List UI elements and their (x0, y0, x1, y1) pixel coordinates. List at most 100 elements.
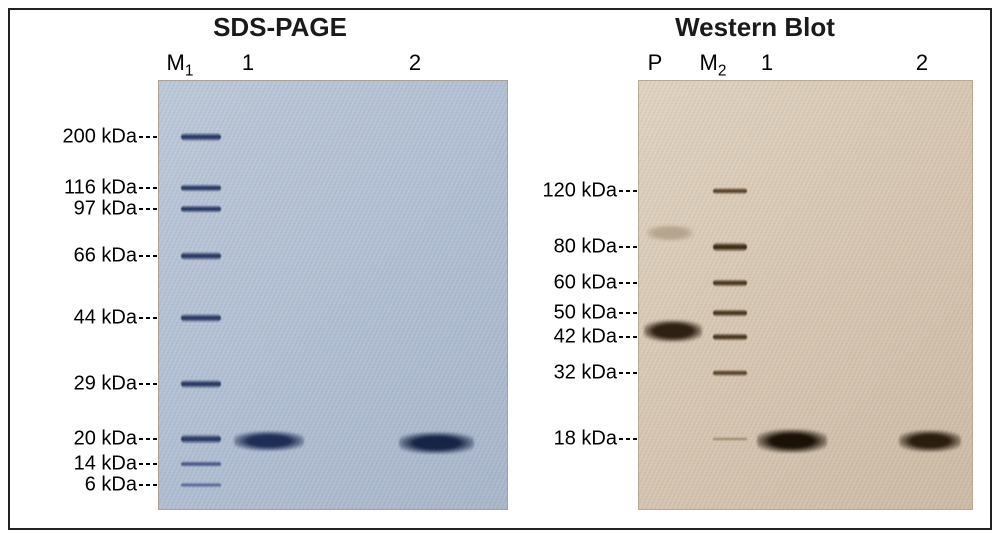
sds-mw-tick (139, 438, 143, 440)
wb-mw-label: 50 kDa (554, 302, 619, 325)
sds-mw-tick (153, 187, 157, 189)
sds-mw-label: 20 kDa (74, 428, 139, 451)
sds-mw-tick (139, 317, 143, 319)
sds-mw-tick (146, 187, 150, 189)
wb-sample-band (757, 429, 827, 453)
sds-mw-tick (139, 187, 143, 189)
wb-gel-image: 120 kDa80 kDa60 kDa50 kDa42 kDa32 kDa18 … (638, 80, 973, 510)
sds-mw-tick (139, 208, 143, 210)
wb-mw-tick (619, 190, 623, 192)
sds-ladder-band (181, 434, 221, 444)
wb-ladder-band (713, 437, 747, 441)
sds-mw-tick (146, 463, 150, 465)
wb-lane-label-2: 2 (916, 50, 928, 76)
wb-mw-tick (633, 438, 637, 440)
sds-ladder-band (181, 184, 221, 192)
sds-mw-label: 116 kDa (64, 177, 139, 200)
wb-mw-tick (626, 282, 630, 284)
sds-mw-tick (153, 438, 157, 440)
wb-ladder-band (713, 309, 747, 317)
sds-ladder-band (181, 483, 221, 488)
sds-ladder-band (181, 252, 221, 261)
sds-sample-band (399, 432, 474, 454)
sds-mw-label: 66 kDa (74, 245, 139, 268)
wb-mw-tick (626, 372, 630, 374)
sds-mw-tick (146, 136, 150, 138)
wb-mw-tick (619, 336, 623, 338)
wb-mw-tick (626, 246, 630, 248)
wb-mw-tick (619, 372, 623, 374)
wb-lane-label-M2: M2 (700, 50, 727, 80)
wb-mw-tick (633, 372, 637, 374)
sds-mw-label: 44 kDa (74, 307, 139, 330)
wb-mw-tick (619, 282, 623, 284)
sds-mw-tick (139, 136, 143, 138)
sds-mw-tick (153, 255, 157, 257)
wb-mw-tick (633, 190, 637, 192)
sds-lane-label-2: 2 (409, 50, 421, 76)
sds-mw-tick (146, 317, 150, 319)
sds-ladder-band (181, 133, 221, 142)
wb-p-lane-band (644, 320, 702, 342)
sds-mw-tick (153, 383, 157, 385)
wb-mw-tick (633, 336, 637, 338)
wb-ladder-band (713, 188, 747, 195)
wb-ladder-band (713, 333, 747, 341)
wb-mw-tick (633, 312, 637, 314)
wb-ladder-band (713, 279, 747, 287)
sds-mw-tick (153, 136, 157, 138)
wb-mw-tick (633, 282, 637, 284)
wb-mw-label: 60 kDa (554, 272, 619, 295)
sds-mw-tick (153, 484, 157, 486)
sds-mw-label: 29 kDa (74, 373, 139, 396)
sds-mw-label: 200 kDa (63, 126, 140, 149)
wb-mw-tick (633, 246, 637, 248)
sds-mw-tick (139, 255, 143, 257)
wb-p-lane-band (647, 225, 693, 241)
sds-ladder-band (181, 205, 221, 213)
wb-mw-tick (619, 312, 623, 314)
sds-page-panel: SDS-PAGE M112 200 kDa116 kDa97 kDa66 kDa… (30, 0, 530, 538)
sds-mw-tick (153, 463, 157, 465)
sds-mw-tick (146, 208, 150, 210)
wb-mw-label: 80 kDa (554, 236, 619, 259)
wb-lane-labels: PM212 (530, 50, 980, 76)
wb-mw-tick (626, 438, 630, 440)
wb-sample-band (899, 430, 961, 452)
wb-ladder-band (713, 242, 747, 252)
sds-mw-label: 97 kDa (74, 198, 139, 221)
sds-ladder-band (181, 380, 221, 389)
sds-mw-label: 14 kDa (74, 453, 139, 476)
sds-mw-tick (139, 383, 143, 385)
wb-mw-label: 18 kDa (554, 428, 619, 451)
sds-mw-tick (146, 255, 150, 257)
sds-lane-labels: M112 (30, 50, 530, 76)
sds-mw-tick (153, 317, 157, 319)
sds-lane-label-1: 1 (242, 50, 254, 76)
sds-mw-tick (139, 463, 143, 465)
sds-gel-image: 200 kDa116 kDa97 kDa66 kDa44 kDa29 kDa20… (158, 80, 508, 510)
wb-ladder-band (713, 370, 747, 377)
wb-lane-label-P: P (648, 50, 663, 76)
wb-mw-tick (626, 336, 630, 338)
sds-mw-tick (139, 484, 143, 486)
sds-mw-label: 6 kDa (85, 474, 139, 497)
sds-mw-tick (146, 484, 150, 486)
sds-mw-tick (146, 438, 150, 440)
wb-lane-label-1: 1 (761, 50, 773, 76)
wb-mw-label: 32 kDa (554, 362, 619, 385)
sds-sample-band (234, 431, 304, 451)
wb-mw-tick (619, 246, 623, 248)
western-blot-panel: Western Blot P M2 1 2 120 kDa80 kDa60 kDa50… (530, 0, 980, 538)
wb-mw-tick (619, 438, 623, 440)
sds-title: SDS-PAGE (30, 12, 530, 43)
wb-mw-tick (626, 312, 630, 314)
wb-mw-label: 42 kDa (554, 326, 619, 349)
wb-title: Western Blot (530, 12, 980, 43)
sds-mw-tick (146, 383, 150, 385)
sds-ladder-band (181, 314, 221, 323)
sds-ladder-band (181, 461, 221, 467)
sds-lane-label-M1: M1 (167, 50, 194, 80)
sds-mw-tick (153, 208, 157, 210)
wb-mw-tick (626, 190, 630, 192)
